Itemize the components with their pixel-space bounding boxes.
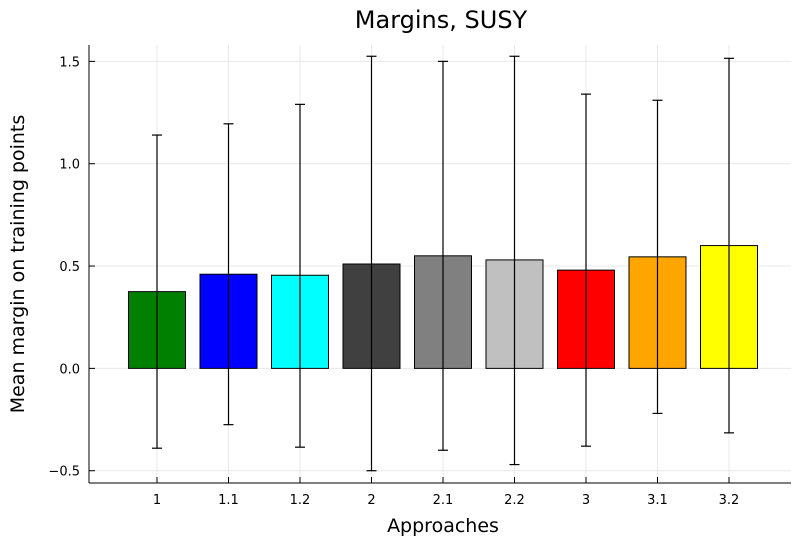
x-tick-label: 1 [153, 493, 161, 508]
x-axis-title: Approaches [387, 515, 499, 537]
error-bars-group [152, 55, 734, 472]
x-tick-label: 2.1 [433, 493, 454, 508]
chart-title: Margins, SUSY [355, 6, 528, 34]
y-tick-label: 1.5 [59, 55, 80, 70]
y-tick-labels: −0.5 0.0 0.5 1.0 1.5 [48, 55, 95, 480]
x-tick-label: 3.2 [719, 493, 740, 508]
x-tick-label: 1.2 [290, 493, 311, 508]
x-tick-label: 2 [367, 493, 375, 508]
y-tick-label: 1.0 [59, 158, 80, 173]
x-tick-label: 2.2 [504, 493, 525, 508]
x-tick-labels: 1 1.1 1.2 2 2.1 2.2 3 3.1 3.2 [153, 477, 739, 508]
x-tick-label: 3 [582, 493, 590, 508]
y-tick-label: 0.5 [59, 260, 80, 275]
y-tick-label: −0.5 [48, 465, 80, 480]
x-tick-label: 3.1 [647, 493, 668, 508]
x-tick-label: 1.1 [218, 493, 239, 508]
y-axis-title: Mean margin on training points [7, 115, 29, 414]
y-tick-label: 0.0 [59, 362, 80, 377]
